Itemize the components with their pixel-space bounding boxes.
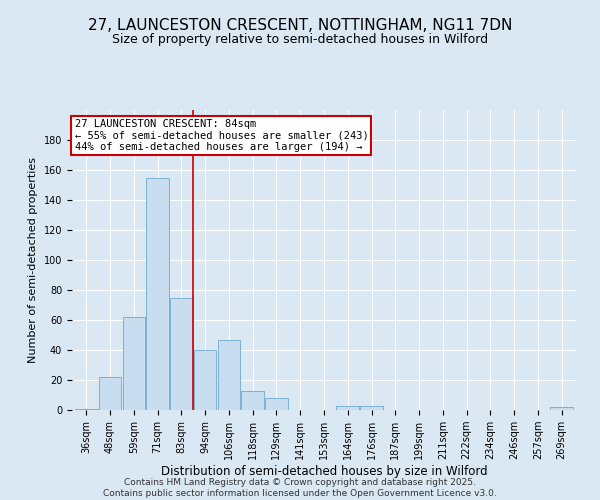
Bar	[194, 350, 217, 410]
Bar	[99, 377, 121, 410]
Y-axis label: Number of semi-detached properties: Number of semi-detached properties	[28, 157, 38, 363]
X-axis label: Distribution of semi-detached houses by size in Wilford: Distribution of semi-detached houses by …	[161, 465, 487, 478]
Bar	[360, 406, 383, 410]
Text: Contains HM Land Registry data © Crown copyright and database right 2025.
Contai: Contains HM Land Registry data © Crown c…	[103, 478, 497, 498]
Text: 27, LAUNCESTON CRESCENT, NOTTINGHAM, NG11 7DN: 27, LAUNCESTON CRESCENT, NOTTINGHAM, NG1…	[88, 18, 512, 32]
Text: Size of property relative to semi-detached houses in Wilford: Size of property relative to semi-detach…	[112, 32, 488, 46]
Bar	[265, 398, 288, 410]
Bar	[170, 298, 193, 410]
Bar	[75, 408, 98, 410]
Bar	[550, 407, 573, 410]
Bar	[146, 178, 169, 410]
Bar	[218, 340, 240, 410]
Text: 27 LAUNCESTON CRESCENT: 84sqm
← 55% of semi-detached houses are smaller (243)
44: 27 LAUNCESTON CRESCENT: 84sqm ← 55% of s…	[74, 119, 368, 152]
Bar	[337, 406, 359, 410]
Bar	[241, 390, 264, 410]
Bar	[122, 317, 145, 410]
